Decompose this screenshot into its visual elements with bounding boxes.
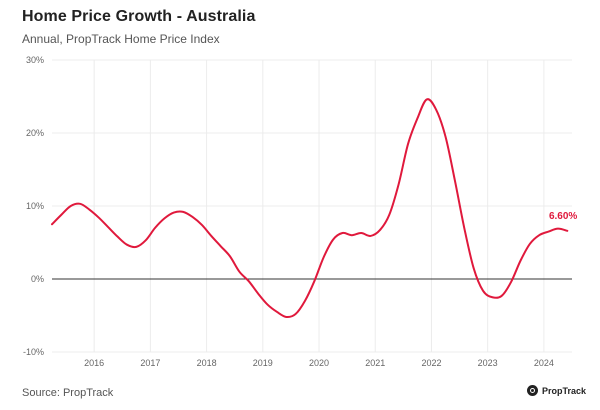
- brand-name: PropTrack: [541, 385, 586, 396]
- x-tick-label: 2018: [197, 358, 217, 368]
- x-tick-label: 2020: [309, 358, 329, 368]
- series-line: [51, 98, 569, 319]
- y-tick-label: 30%: [26, 55, 44, 65]
- source-note: Source: PropTrack: [22, 387, 114, 399]
- proptrack-logo-icon: [526, 385, 538, 396]
- y-tick-label: 20%: [26, 128, 44, 138]
- y-tick-label: 10%: [26, 201, 44, 211]
- x-tick-label: 2023: [478, 358, 498, 368]
- y-tick-label: 0%: [31, 274, 44, 284]
- chart-subtitle: Annual, PropTrack Home Price Index: [22, 32, 220, 46]
- x-tick-label: 2016: [84, 358, 104, 368]
- x-tick-label: 2019: [253, 358, 273, 368]
- y-tick-label: -10%: [23, 347, 44, 357]
- x-tick-label: 2022: [421, 358, 441, 368]
- chart-title: Home Price Growth - Australia: [22, 8, 256, 25]
- x-tick-label: 2017: [140, 358, 160, 368]
- end-value-label: 6.60%: [549, 211, 577, 222]
- x-tick-label: 2021: [365, 358, 385, 368]
- x-tick-label: 2024: [534, 358, 554, 368]
- brand-mark: PropTrack: [526, 385, 586, 396]
